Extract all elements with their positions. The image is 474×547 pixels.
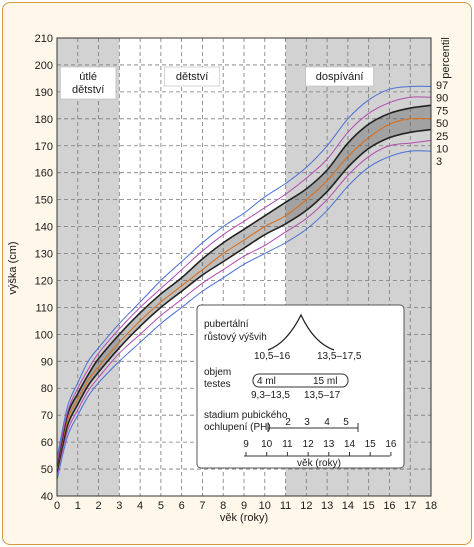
x-tick-label: 11 <box>280 500 291 512</box>
percentile-label-p25: 25 <box>436 131 448 143</box>
percentile-line-p3 <box>57 150 431 480</box>
puberty-inset: pubertální růstový výšvih 10,5–16 13,5–1… <box>196 304 405 469</box>
y-tick-label: 160 <box>35 168 53 180</box>
pubic-hair-label-2: ochlupení (PH) <box>204 422 271 433</box>
growth-spurt-range-2: 13,5–17,5 <box>317 351 362 362</box>
period-label-box <box>305 66 374 87</box>
percentile-line-p25 <box>57 128 431 472</box>
y-tick-label: 100 <box>35 329 53 341</box>
period-label: dětství <box>176 71 208 83</box>
percentile-label-p75: 75 <box>436 105 448 117</box>
period-label: dětství <box>72 84 104 96</box>
x-tick-label: 16 <box>383 500 395 512</box>
y-tick-label: 110 <box>35 302 53 314</box>
x-tick-label: 3 <box>116 500 122 512</box>
x-tick-label: 17 <box>404 500 416 512</box>
inset-age-tick-label: 14 <box>344 439 356 450</box>
x-tick-label: 13 <box>321 500 333 512</box>
x-tick-label: 1 <box>75 500 81 512</box>
percentile-label-p3: 3 <box>436 156 442 168</box>
percentile-label-p10: 10 <box>436 144 448 156</box>
x-tick-label: 10 <box>259 500 271 512</box>
x-tick-label: 12 <box>300 500 312 512</box>
inset-age-tick-label: 9 <box>243 439 249 450</box>
testes-volume-start: 4 ml <box>257 376 276 387</box>
testes-volume-end: 15 ml <box>313 376 337 387</box>
x-tick-label: 15 <box>363 500 375 512</box>
growth-spurt-label-1: pubertální <box>204 319 249 330</box>
growth-spurt-range-1: 10,5–16 <box>254 351 291 362</box>
inset-age-tick-label: 10 <box>261 439 273 450</box>
percentile-label-p97: 97 <box>436 80 448 92</box>
pubic-hair-stage: 5 <box>343 417 349 428</box>
y-tick-label: 180 <box>35 114 53 126</box>
pubic-hair-stages: 2 3 4 5 <box>285 417 349 428</box>
inset-age-tick-label: 13 <box>323 439 335 450</box>
inset-age-ticks: 9 10 11 12 13 14 15 16 <box>243 439 397 456</box>
x-tick-label: 5 <box>158 500 164 512</box>
pubic-hair-stage: 3 <box>304 417 310 428</box>
plot-border <box>56 37 432 497</box>
y-tick-label: 80 <box>41 383 53 395</box>
y-tick-labels: 40 50 60 70 80 90 100 110 120 130 140 150 160 170 180 1… <box>35 33 53 503</box>
percentile-line-p90 <box>57 96 431 464</box>
x-tick-label: 7 <box>199 500 205 512</box>
period-label: dospívání <box>316 71 364 83</box>
testes-label-2: testes <box>204 379 231 390</box>
testes-volume-bar <box>252 373 349 388</box>
x-tick-label: 18 <box>425 500 437 512</box>
x-tick-label: 14 <box>342 500 354 512</box>
y-tick-label: 140 <box>35 222 53 234</box>
x-tick-label: 8 <box>220 500 226 512</box>
y-tick-label: 120 <box>35 275 53 287</box>
percentile-line-p97 <box>57 85 431 459</box>
growth-spurt-label-2: růstový výšvih <box>204 331 267 343</box>
y-tick-label: 70 <box>41 410 53 422</box>
x-tick-labels: 0 1 2 3 4 5 6 7 8 9 10 11 12 13 14 15 16 17 18 <box>54 500 437 512</box>
pubic-hair-stage: 2 <box>285 417 291 428</box>
y-axis-label: výška (cm) <box>7 241 19 294</box>
x-tick-label: 2 <box>95 500 101 512</box>
y-tick-label: 60 <box>41 437 53 449</box>
growth-spurt-peak <box>267 313 335 351</box>
period-label-box <box>164 66 221 87</box>
period-label: útlé <box>79 71 97 83</box>
pubic-hair-stage: 4 <box>324 417 330 428</box>
percentile-line-p10 <box>57 139 431 475</box>
inset-age-tick-label: 15 <box>365 439 377 450</box>
inset-age-tick-label: 11 <box>282 439 293 450</box>
y-tick-label: 90 <box>41 356 53 368</box>
x-tick-label: 9 <box>241 500 247 512</box>
percentile-label-p50: 50 <box>436 118 448 130</box>
x-tick-label: 4 <box>137 500 143 512</box>
percentile-line-p75 <box>57 104 431 467</box>
percentile-line-p50 <box>57 117 431 470</box>
y-tick-label: 210 <box>35 33 53 45</box>
percentile-axis-label: percentil <box>440 37 452 79</box>
x-tick-label: 0 <box>54 500 60 512</box>
inset-age-tick-label: 16 <box>385 439 397 450</box>
inset-age-tick-label: 12 <box>303 439 315 450</box>
period-label-box <box>60 66 117 100</box>
y-tick-label: 170 <box>35 141 53 153</box>
y-tick-label: 190 <box>35 87 53 99</box>
y-tick-label: 200 <box>35 60 53 72</box>
x-axis-label: věk (roky) <box>220 512 268 524</box>
y-tick-label: 130 <box>35 249 53 261</box>
x-tick-label: 6 <box>179 500 185 512</box>
y-tick-label: 50 <box>41 464 53 476</box>
inset-age-axis-label: věk (roky) <box>297 458 341 469</box>
y-tick-label: 150 <box>35 195 53 207</box>
percentile-label-p90: 90 <box>436 93 448 105</box>
testes-range-1: 9,3–13,5 <box>251 390 290 401</box>
testes-range-2: 13,5–17 <box>304 390 341 401</box>
percentile-lines <box>57 85 431 480</box>
y-tick-label: 40 <box>41 491 53 503</box>
testes-label-1: objem <box>204 367 231 378</box>
pubic-hair-label-1: stadium pubického <box>204 410 288 421</box>
